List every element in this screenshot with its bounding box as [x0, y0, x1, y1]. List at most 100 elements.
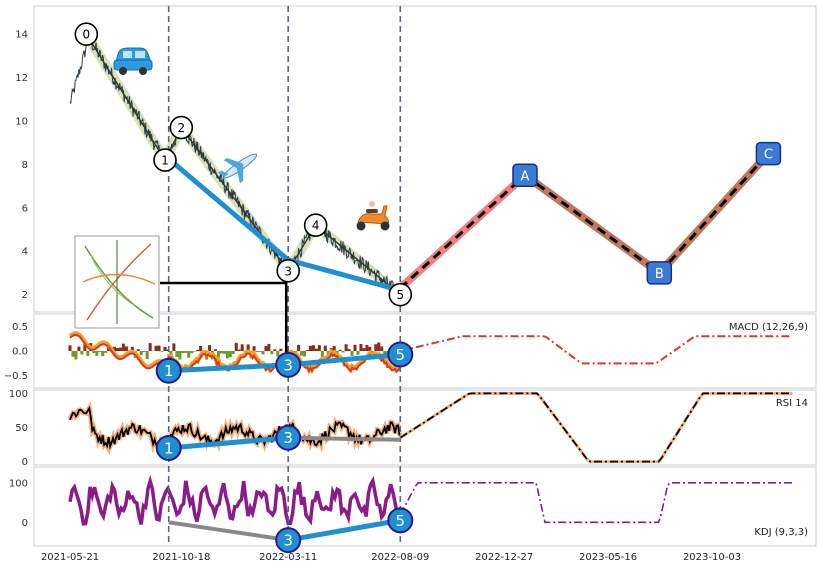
panel-label-macd: MACD (12,26,9)	[729, 322, 808, 333]
kdj-trend-line	[287, 517, 401, 543]
macd-histogram-bar	[225, 351, 229, 359]
wave-line	[85, 33, 166, 161]
wave-point-marker	[153, 148, 177, 172]
y-tick-label: 8	[22, 160, 28, 171]
x-tick-label: 2021-10-18	[152, 552, 210, 563]
macd-histogram-bar	[222, 351, 226, 354]
oscillator-marker	[155, 357, 182, 384]
macd-histogram-bar	[320, 351, 324, 358]
macd-histogram-bar	[160, 351, 164, 352]
wave-point-marker	[276, 258, 301, 283]
macd-histogram-bar	[237, 349, 241, 351]
macd-histogram-bar	[240, 344, 244, 351]
macd-histogram-bar	[98, 351, 102, 353]
macd-histogram-bar	[196, 349, 200, 351]
macd-histogram-bar	[154, 345, 158, 351]
projection-dash	[399, 174, 526, 290]
oscillator-marker-label: 3	[283, 356, 293, 374]
macd-histogram-bar	[332, 346, 336, 351]
y-tick-label: 50	[15, 423, 28, 434]
photo-thumbnail-icon	[74, 235, 160, 329]
macd-histogram-bar	[306, 349, 310, 351]
airplane-icon	[217, 153, 258, 184]
macd-histogram-bar	[113, 346, 117, 351]
macd-histogram-bar	[353, 344, 357, 351]
macd-histogram-bar	[71, 351, 75, 357]
macd-histogram-bar	[92, 351, 96, 354]
rsi-line	[69, 405, 401, 450]
rsi-connector	[288, 435, 401, 442]
macd-histogram-bar	[347, 349, 351, 351]
macd-histogram-bar	[157, 345, 161, 351]
y-tick-label: 0	[22, 457, 28, 468]
macd-histogram-bar	[303, 351, 307, 357]
macd-histogram-bar	[86, 351, 90, 356]
macd-histogram-bar	[374, 344, 378, 351]
panel-frame-kdj	[33, 466, 817, 547]
macd-histogram-bar	[314, 348, 318, 351]
macd-histogram-bar	[350, 351, 354, 356]
macd-histogram-bar	[308, 345, 312, 351]
kdj-connector	[168, 520, 289, 543]
wave-point-marker	[169, 115, 194, 140]
oscillator-marker	[155, 434, 182, 461]
y-tick-label: 14	[15, 30, 28, 41]
y-tick-label: −0.5	[4, 371, 28, 382]
x-tick-label: 2021-05-21	[41, 552, 99, 563]
macd-histogram-bar	[181, 351, 185, 354]
y-tick-label: 10	[15, 117, 28, 128]
oscillator-marker-label: 5	[396, 512, 406, 530]
macd-histogram-bar	[124, 346, 128, 351]
macd-histogram-bar	[116, 348, 120, 351]
macd-histogram-bar	[231, 351, 235, 354]
macd-histogram-bar	[83, 344, 87, 351]
y-tick-label: 12	[15, 73, 28, 84]
macd-histogram-bar	[213, 349, 217, 351]
projection-point-label: A	[521, 169, 530, 184]
macd-histogram-bar	[255, 351, 259, 352]
macd-histogram-bar	[136, 349, 140, 351]
macd-histogram-bar	[216, 351, 220, 360]
macd-histogram-bar	[365, 344, 369, 351]
wave-point-label: 1	[161, 154, 169, 168]
macd-histogram-bar	[163, 346, 167, 351]
oscillator-marker	[275, 424, 302, 451]
x-tick-label: 2022-03-11	[259, 552, 317, 563]
kdj-line	[68, 474, 401, 526]
macd-histogram-bar	[359, 344, 363, 351]
panel-label-rsi: RSI 14	[776, 398, 808, 409]
macd-histogram-bar	[219, 351, 223, 354]
x-tick-label: 2023-05-16	[579, 552, 637, 563]
macd-histogram-bar	[101, 351, 105, 357]
macd-histogram-bar	[252, 346, 256, 351]
oscillator-trend-line	[168, 435, 289, 451]
macd-histogram-bar	[148, 343, 152, 351]
projection-point-marker	[755, 141, 782, 166]
projection-dash	[524, 174, 661, 275]
macd-histogram-bar	[74, 351, 78, 360]
y-tick-label: 0	[22, 518, 28, 529]
macd-histogram-bar	[297, 345, 301, 351]
projection-dash	[658, 152, 770, 274]
oscillator-marker-label: 1	[164, 362, 174, 380]
macd-projection-line	[400, 335, 793, 365]
macd-histogram-bar	[178, 351, 182, 360]
wave-point-label: 5	[396, 288, 404, 302]
macd-histogram-bar	[77, 346, 81, 351]
scooter-icon	[356, 201, 390, 231]
macd-histogram-bar	[145, 351, 149, 360]
macd-histogram-bar	[208, 345, 212, 351]
panel-label-kdj: KDJ (9,3,3)	[754, 527, 808, 538]
macd-histogram-bar	[104, 351, 108, 353]
macd-histogram-bar	[68, 345, 72, 351]
macd-histogram-bar	[95, 351, 99, 356]
macd-histogram-bar	[377, 342, 381, 351]
y-tick-label: 100	[9, 478, 28, 489]
x-tick-label: 2022-08-09	[371, 552, 429, 563]
oscillator-marker	[387, 507, 414, 534]
connector-line	[160, 281, 288, 360]
macd-histogram-bar	[187, 351, 191, 358]
macd-histogram-bar	[270, 351, 274, 355]
wave-point-label: 4	[312, 219, 320, 233]
oscillator-marker	[387, 341, 414, 368]
